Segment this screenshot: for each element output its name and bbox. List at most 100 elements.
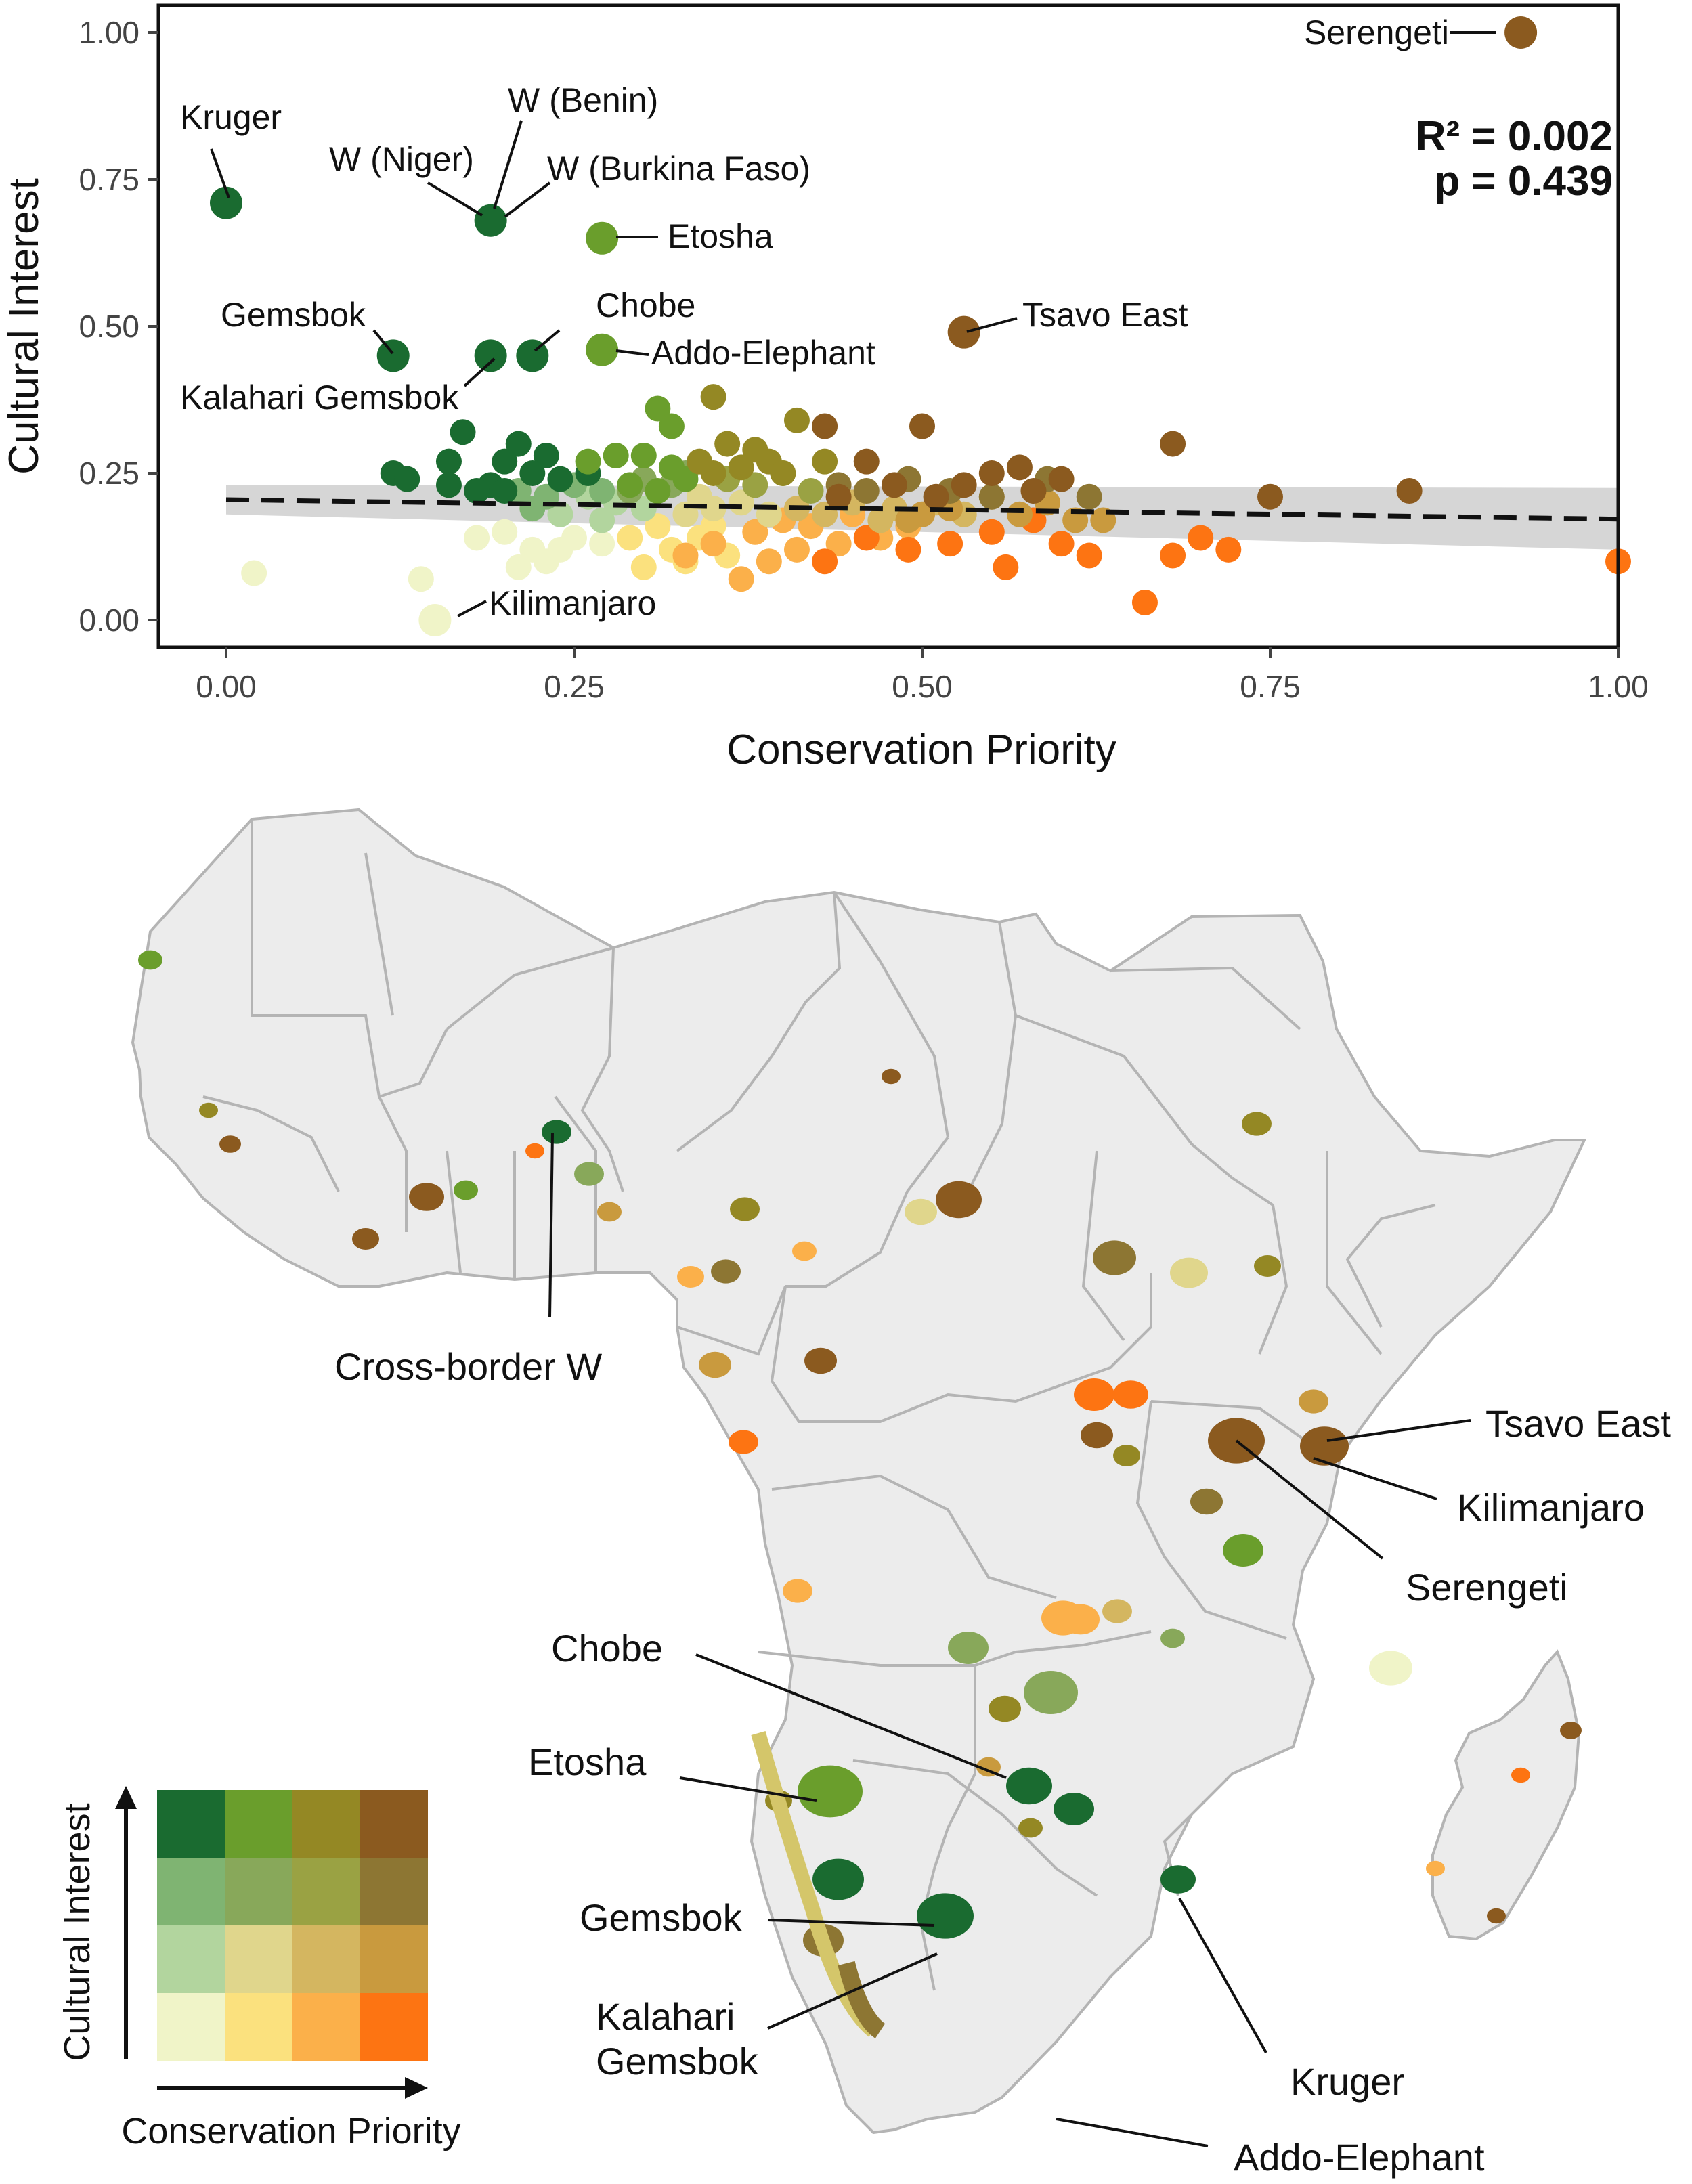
scatter-point — [978, 483, 1005, 510]
label-gemsbok: Gemsbok — [221, 296, 366, 334]
scatter-point — [798, 478, 824, 504]
scatter-point — [630, 496, 657, 522]
protected-area — [1299, 1389, 1328, 1414]
scatter-point — [1160, 431, 1186, 457]
scatter-point — [1188, 525, 1214, 551]
africa-landmass — [131, 808, 1587, 2135]
scatter-point — [1006, 454, 1033, 481]
scatter-point — [937, 531, 963, 557]
protected-area — [804, 1347, 837, 1374]
y-tick-label: 0.75 — [79, 162, 139, 197]
scatter-point — [909, 413, 935, 439]
protected-area — [1054, 1793, 1094, 1825]
map-label-cross-border-w: Cross-border W — [334, 1345, 602, 1388]
protected-area — [219, 1135, 241, 1153]
scatter-point — [687, 448, 713, 475]
scatter-point — [881, 472, 907, 498]
protected-area — [1081, 1422, 1113, 1449]
map-label-tsavo-east: Tsavo East — [1485, 1402, 1671, 1445]
labeled-point — [376, 339, 410, 372]
legend-y-title: Cultural Interest — [57, 1803, 97, 2061]
scatter-point — [519, 460, 546, 486]
scatter-point — [630, 554, 657, 580]
protected-area — [1487, 1908, 1506, 1924]
protected-area — [711, 1259, 741, 1284]
legend-cell — [157, 1790, 225, 1858]
labeled-point — [586, 333, 619, 366]
point-labels — [210, 31, 1496, 617]
scatter-point — [770, 460, 796, 486]
bivariate-legend: Cultural Interest Conservation Priority — [57, 1786, 461, 2152]
scatter-point — [435, 448, 462, 475]
scatter-point — [533, 442, 559, 468]
legend-cell — [360, 1858, 428, 1925]
scatter-point — [951, 472, 977, 498]
y-axis-ticks: 0.00 0.25 0.50 0.75 1.00 — [79, 15, 158, 638]
scatter-point — [783, 407, 810, 433]
legend-y-arrowhead — [115, 1786, 137, 1809]
scatter-point — [825, 483, 852, 510]
scatter-point — [492, 448, 518, 475]
y-axis-title: Cultural Interest — [1, 178, 47, 475]
protected-area — [1511, 1767, 1530, 1783]
scatter-point — [464, 525, 490, 551]
scatter-point — [589, 507, 615, 533]
scatter-point — [812, 448, 838, 475]
scatter-point — [505, 431, 532, 457]
scatter-point — [783, 536, 810, 563]
africa-map: Cross-border W Tsavo East Kilimanjaro Se… — [131, 808, 1671, 2179]
label-kruger: Kruger — [180, 98, 282, 136]
scatter-point — [672, 466, 699, 492]
scatter-point — [895, 536, 921, 563]
protected-area — [1062, 1604, 1100, 1635]
protected-area — [542, 1120, 571, 1144]
protected-area — [454, 1180, 478, 1200]
protected-area — [1113, 1380, 1148, 1409]
x-axis-title: Conservation Priority — [726, 726, 1116, 773]
map-label-kilimanjaro: Kilimanjaro — [1457, 1486, 1645, 1529]
labeled-point — [1504, 16, 1538, 49]
legend-cell — [292, 1858, 360, 1925]
scatter-point — [700, 513, 726, 540]
protected-area — [1560, 1722, 1582, 1739]
scatter-point — [464, 478, 490, 504]
country-borders — [202, 819, 1436, 1991]
legend-cell — [225, 1790, 292, 1858]
protected-area — [699, 1351, 731, 1378]
x-tick-label: 0.75 — [1240, 669, 1301, 704]
scatter-point — [492, 519, 518, 545]
protected-area — [1102, 1599, 1132, 1623]
labeled-point — [210, 186, 242, 219]
scatter-point — [1160, 542, 1186, 569]
scatter-point — [742, 472, 768, 498]
labeled-point — [947, 315, 980, 349]
map-leader-lines — [548, 1133, 1471, 2147]
y-tick-label: 0.00 — [79, 603, 139, 638]
scatter-point — [853, 525, 880, 551]
scatter-point — [728, 566, 754, 592]
scatter-point — [658, 413, 685, 439]
label-tsavo-east: Tsavo East — [1022, 296, 1188, 334]
x-tick-label: 0.25 — [544, 669, 605, 704]
scatter-point — [756, 548, 782, 575]
scatter-point — [645, 513, 671, 540]
protected-area — [1254, 1255, 1281, 1277]
x-axis-ticks: 0.00 0.25 0.50 0.75 1.00 — [196, 647, 1649, 704]
scatter-point — [575, 448, 601, 475]
plot-panel-border — [156, 3, 1620, 649]
protected-area — [409, 1183, 444, 1211]
scatter-point — [547, 466, 573, 492]
protected-area — [948, 1632, 989, 1664]
scatter-point — [1076, 542, 1102, 569]
legend-cell — [292, 1925, 360, 1993]
scatter-point — [645, 395, 671, 422]
map-label-kruger: Kruger — [1290, 2060, 1404, 2103]
scatter-point — [742, 519, 768, 545]
protected-area — [1160, 1865, 1196, 1894]
labeled-point — [586, 221, 619, 255]
map-label-addo-elephant: Addo-Elephant — [1234, 2136, 1485, 2179]
r2-stat: R² = 0.002 — [1416, 113, 1613, 160]
map-label-kalahari-gemsbok: Gemsbok — [596, 2040, 759, 2082]
protected-area — [1170, 1257, 1208, 1288]
protected-area — [1223, 1534, 1263, 1567]
